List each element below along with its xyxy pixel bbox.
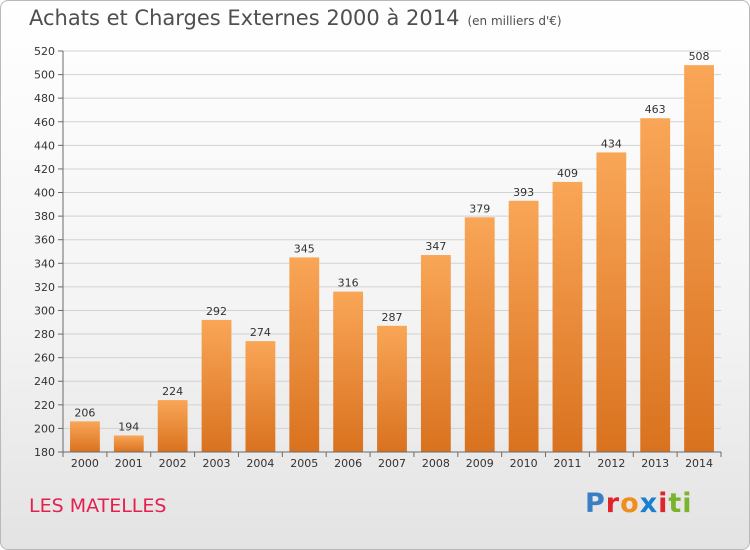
x-tick-label: 2008 — [422, 457, 450, 470]
y-tick-label: 460 — [34, 116, 55, 129]
bar — [113, 435, 144, 452]
bar — [333, 291, 364, 452]
y-tick-label: 520 — [34, 45, 55, 58]
y-tick-label: 240 — [34, 375, 55, 388]
x-tick-label: 2001 — [115, 457, 143, 470]
x-tick-label: 2000 — [71, 457, 99, 470]
brand-letter: i — [682, 488, 693, 519]
unit-label: (en milliers d'€) — [467, 14, 562, 28]
y-tick-label: 340 — [34, 257, 55, 270]
data-label: 292 — [206, 305, 227, 318]
y-tick-label: 380 — [34, 210, 55, 223]
brand-letter: r — [605, 488, 621, 519]
y-tick-label: 280 — [34, 328, 55, 341]
brand-letter: x — [639, 488, 659, 519]
data-label: 316 — [338, 277, 359, 290]
bar — [70, 421, 100, 452]
x-tick-label: 2007 — [378, 457, 406, 470]
y-tick-label: 300 — [34, 304, 55, 317]
x-tick-label: 2012 — [597, 457, 625, 470]
data-label: 409 — [557, 167, 578, 180]
x-tick-label: 2006 — [334, 457, 362, 470]
y-tick-label: 360 — [34, 234, 55, 247]
data-label: 434 — [601, 137, 622, 150]
labels: 180 200 220 240 260 280 300 320 340 360 380 400 420 4… — [34, 45, 713, 470]
y-tick-label: 180 — [34, 446, 55, 459]
bar — [377, 325, 407, 452]
data-label: 508 — [689, 50, 710, 63]
brand-letter: t — [668, 488, 683, 519]
data-label: 347 — [425, 240, 446, 253]
title-text: Achats et Charges Externes 2000 à 2014 — [29, 6, 460, 30]
y-tick-label: 200 — [34, 422, 55, 435]
bar — [420, 255, 451, 452]
x-tick-label: 2005 — [290, 457, 318, 470]
y-tick-label: 440 — [34, 139, 55, 152]
y-tick-label: 400 — [34, 187, 55, 200]
brand-letter: i — [658, 488, 669, 519]
axes — [58, 50, 722, 457]
data-label: 194 — [118, 420, 139, 433]
data-label: 274 — [250, 326, 271, 339]
bar — [596, 152, 627, 452]
commune-name: LES MATELLES — [29, 495, 167, 517]
x-tick-label: 2014 — [685, 457, 713, 470]
bar — [464, 217, 495, 452]
x-tick-label: 2011 — [553, 457, 581, 470]
data-label: 393 — [513, 186, 534, 199]
data-label: 345 — [294, 242, 315, 255]
y-tick-label: 480 — [34, 92, 55, 105]
x-tick-label: 2009 — [466, 457, 494, 470]
brand-letter: P — [585, 488, 606, 519]
bar — [684, 65, 714, 452]
y-tick-label: 500 — [34, 69, 55, 82]
bars — [70, 65, 714, 452]
bar — [245, 341, 276, 452]
x-tick-label: 2002 — [159, 457, 187, 470]
data-label: 206 — [74, 406, 95, 419]
chart-title: Achats et Charges Externes 2000 à 2014 (e… — [29, 6, 562, 30]
bar — [552, 181, 583, 452]
x-tick-label: 2003 — [203, 457, 231, 470]
x-tick-label: 2004 — [246, 457, 274, 470]
bar — [201, 319, 232, 452]
bar — [508, 200, 539, 452]
y-tick-label: 420 — [34, 163, 55, 176]
bar — [289, 257, 320, 452]
x-tick-label: 2013 — [641, 457, 669, 470]
bar — [157, 400, 188, 452]
y-tick-label: 260 — [34, 352, 55, 365]
x-tick-label: 2010 — [510, 457, 538, 470]
brand-letter: o — [620, 488, 640, 519]
data-label: 379 — [469, 202, 490, 215]
bar — [640, 118, 671, 452]
data-label: 463 — [645, 103, 666, 116]
y-tick-label: 220 — [34, 399, 55, 412]
brand-logo: Proxiti — [585, 488, 693, 519]
data-label: 224 — [162, 385, 183, 398]
data-label: 287 — [382, 311, 403, 324]
y-tick-label: 320 — [34, 281, 55, 294]
